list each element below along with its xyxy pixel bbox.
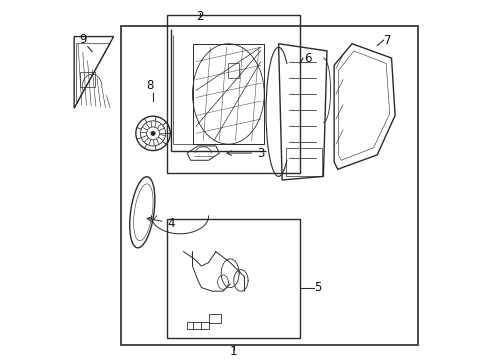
Bar	[192, 44, 264, 144]
Text: 6: 6	[303, 51, 310, 64]
Text: 8: 8	[145, 79, 153, 92]
Text: 7: 7	[384, 33, 391, 47]
Text: 2: 2	[196, 10, 203, 23]
Bar	[80, 72, 94, 87]
Text: 4: 4	[147, 216, 175, 230]
Text: 3: 3	[226, 147, 264, 159]
Bar	[167, 15, 300, 173]
Text: 1: 1	[229, 345, 237, 357]
Bar	[167, 220, 300, 338]
Text: 5: 5	[314, 281, 321, 294]
Bar	[228, 63, 239, 78]
Bar	[208, 315, 221, 323]
Text: 9: 9	[79, 32, 87, 45]
Circle shape	[151, 131, 155, 135]
Bar	[285, 148, 321, 176]
Bar	[121, 26, 418, 345]
